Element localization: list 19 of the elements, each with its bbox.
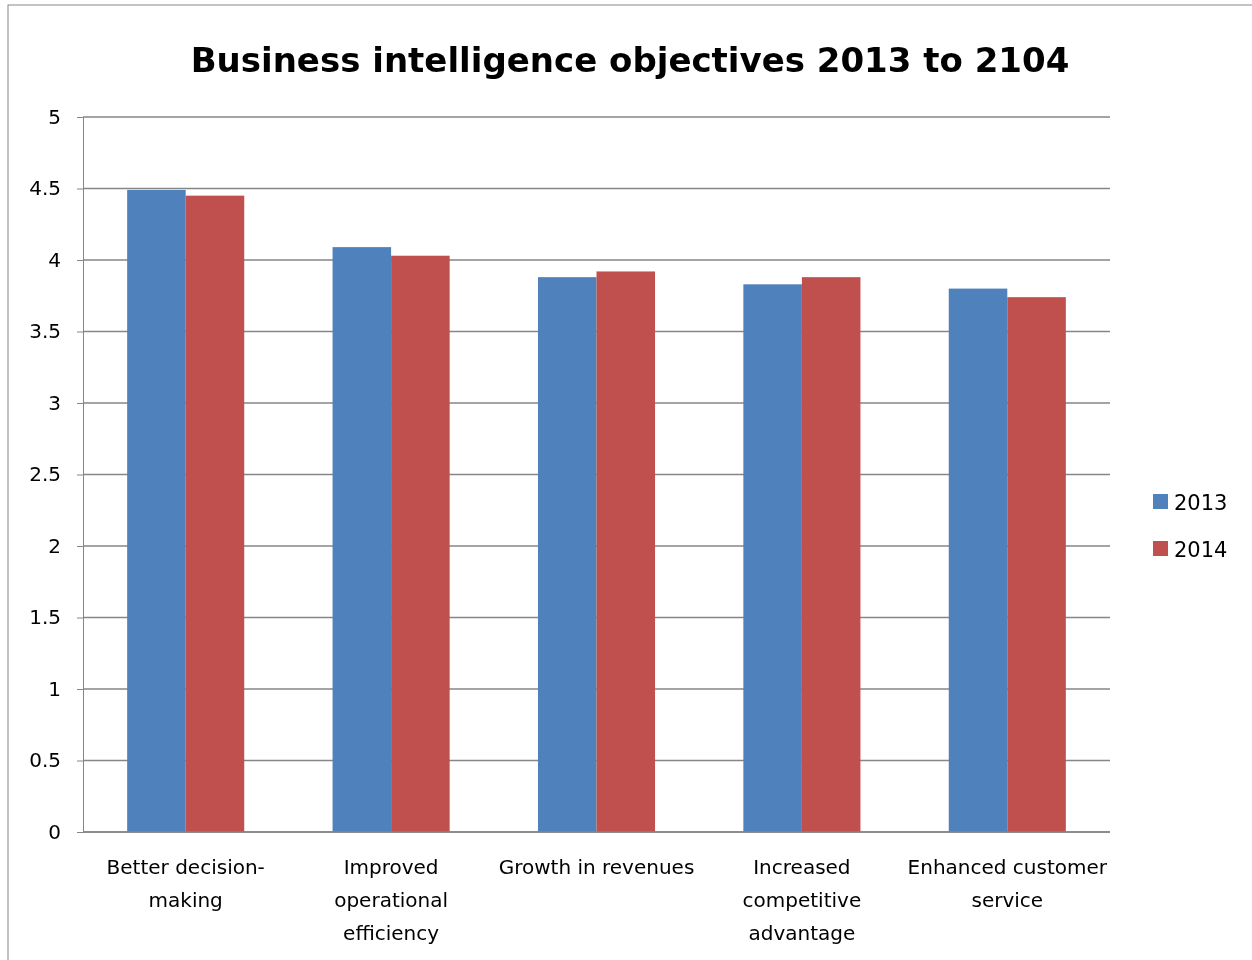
y-tick-label: 1 [48, 676, 61, 701]
y-tick-label: 0 [48, 819, 61, 844]
chart-title: Business intelligence objectives 2013 to 2104 [190, 40, 1070, 80]
y-tick-label: 4.5 [29, 176, 61, 201]
x-tick-label: Growth in revenues [498, 855, 695, 879]
legend-label: 2014 [1174, 538, 1228, 562]
x-tick-label: Better decision-making [106, 855, 265, 912]
y-tick-label: 3.5 [29, 319, 61, 344]
y-tick-label: 2 [48, 533, 61, 558]
y-tick-label: 1.5 [29, 605, 61, 630]
y-tick-label: 3 [48, 390, 61, 415]
x-tick-label: Increased competitive advantage [742, 855, 862, 945]
y-tick-label: 5 [48, 104, 61, 129]
legend-label: 2013 [1174, 491, 1228, 515]
y-tick-label: 4 [48, 247, 61, 272]
y-tick-label: 2.5 [29, 462, 61, 487]
x-tick-label: Improved operational efficiency [334, 855, 449, 945]
x-tick-label: Enhanced customer service [907, 855, 1108, 912]
y-tick-label: 0.5 [29, 748, 61, 773]
